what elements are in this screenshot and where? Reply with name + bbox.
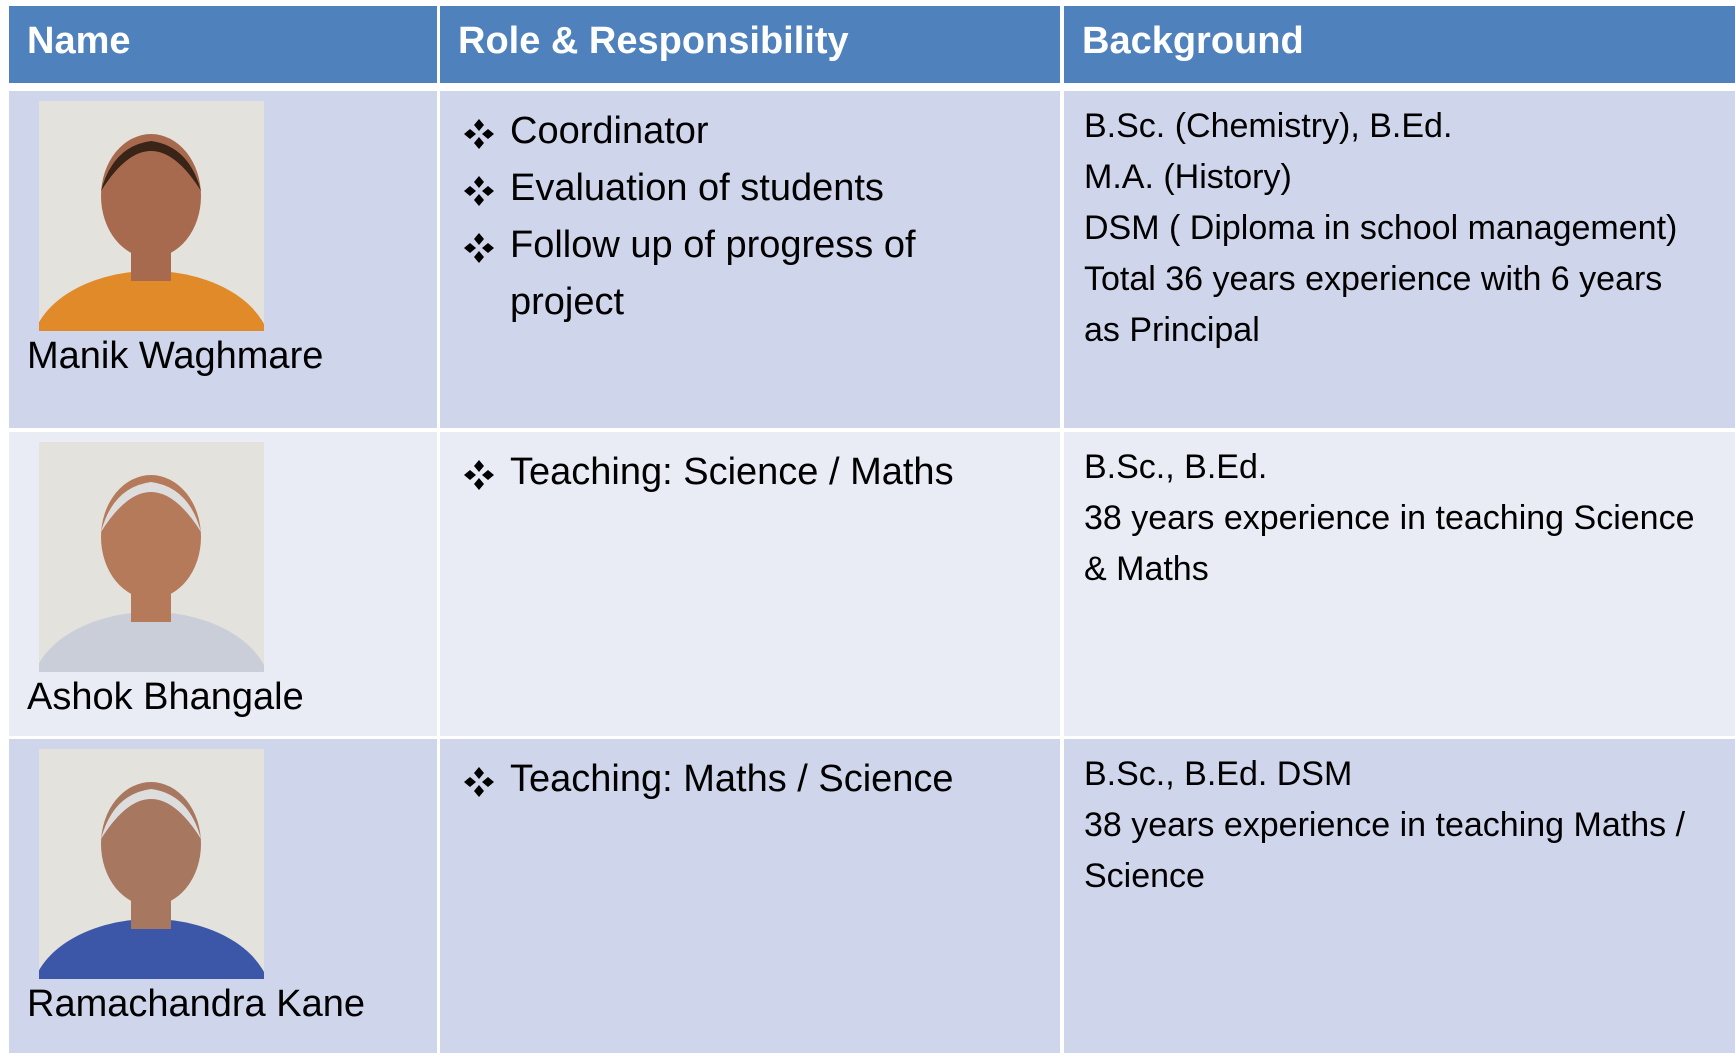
role-list: Coordinator Evaluation of students Follow … bbox=[440, 91, 1060, 331]
person-name: Manik Waghmare bbox=[27, 335, 324, 377]
role-list: Teaching: Maths / Science bbox=[440, 739, 1060, 808]
portrait bbox=[39, 442, 264, 672]
background-line: M.A. (History) bbox=[1084, 158, 1292, 196]
photo bbox=[39, 101, 264, 331]
bullet-icon bbox=[464, 233, 494, 263]
role-text: Teaching: Science / Maths bbox=[510, 451, 954, 493]
bullet-icon bbox=[464, 176, 494, 206]
person-name: Ramachandra Kane bbox=[27, 983, 365, 1025]
role-text: Coordinator bbox=[510, 110, 709, 152]
person-name: Ashok Bhangale bbox=[27, 676, 304, 718]
name-cell: Manik Waghmare bbox=[9, 91, 437, 428]
header-cell: Role & Responsibility bbox=[440, 6, 1060, 83]
background-line: DSM ( Diploma in school management) bbox=[1084, 209, 1678, 247]
role-item: Teaching: Science / Maths bbox=[462, 444, 1040, 501]
name-cell: Ramachandra Kane bbox=[9, 739, 437, 1053]
role-item: Follow up of progress of project bbox=[462, 217, 1040, 331]
background-line: 38 years experience in teaching Science … bbox=[1084, 499, 1695, 588]
background-cell: B.Sc., B.Ed. DSM 38 years experience in t… bbox=[1064, 739, 1735, 1053]
bullet-icon bbox=[464, 119, 494, 149]
photo bbox=[39, 442, 264, 672]
background-cell: B.Sc., B.Ed. 38 years experience in teach… bbox=[1064, 432, 1735, 736]
role-cell: Teaching: Science / Maths bbox=[440, 432, 1060, 736]
header-cell: Background bbox=[1064, 6, 1735, 83]
name-cell: Ashok Bhangale bbox=[9, 432, 437, 736]
role-item: Evaluation of students bbox=[462, 160, 1040, 217]
role-list: Teaching: Science / Maths bbox=[440, 432, 1060, 501]
header-cell: Name bbox=[9, 6, 437, 83]
role-text: Follow up of progress of project bbox=[510, 224, 916, 323]
background-line: 38 years experience in teaching Maths / … bbox=[1084, 806, 1686, 895]
background-line: B.Sc., B.Ed. DSM bbox=[1084, 755, 1353, 793]
bullet-icon bbox=[464, 460, 494, 490]
portrait bbox=[39, 749, 264, 979]
role-cell: Teaching: Maths / Science bbox=[440, 739, 1060, 1053]
photo bbox=[39, 749, 264, 979]
background-line: Total 36 years experience with 6 years a… bbox=[1084, 260, 1663, 349]
role-item: Coordinator bbox=[462, 103, 1040, 160]
background-line: B.Sc., B.Ed. bbox=[1084, 448, 1268, 486]
background-cell: B.Sc. (Chemistry), B.Ed. M.A. (History) DS… bbox=[1064, 91, 1735, 428]
portrait bbox=[39, 101, 264, 331]
role-cell: Coordinator Evaluation of students Follow … bbox=[440, 91, 1060, 428]
role-item: Teaching: Maths / Science bbox=[462, 751, 1040, 808]
role-text: Evaluation of students bbox=[510, 167, 884, 209]
background-line: B.Sc. (Chemistry), B.Ed. bbox=[1084, 107, 1453, 145]
bullet-icon bbox=[464, 767, 494, 797]
role-text: Teaching: Maths / Science bbox=[510, 758, 954, 800]
